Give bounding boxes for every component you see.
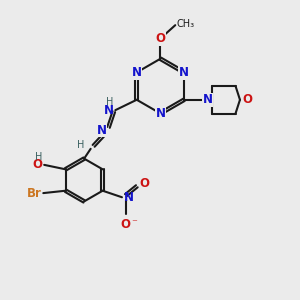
Text: O: O bbox=[242, 93, 252, 106]
Text: H: H bbox=[77, 140, 84, 150]
Text: O: O bbox=[33, 158, 43, 171]
Text: N: N bbox=[124, 191, 134, 204]
Text: N: N bbox=[132, 66, 142, 79]
Text: O: O bbox=[139, 177, 149, 190]
Text: N: N bbox=[97, 124, 107, 137]
Text: H: H bbox=[35, 152, 43, 161]
Text: O: O bbox=[121, 218, 130, 231]
Text: N: N bbox=[179, 66, 189, 79]
Text: CH₃: CH₃ bbox=[177, 19, 195, 29]
Text: H: H bbox=[106, 97, 114, 107]
Text: O: O bbox=[155, 32, 165, 45]
Text: Br: Br bbox=[27, 187, 42, 200]
Text: N: N bbox=[104, 104, 114, 117]
Text: N: N bbox=[155, 107, 165, 120]
Text: ⁻: ⁻ bbox=[131, 218, 137, 228]
Text: N: N bbox=[203, 93, 213, 106]
